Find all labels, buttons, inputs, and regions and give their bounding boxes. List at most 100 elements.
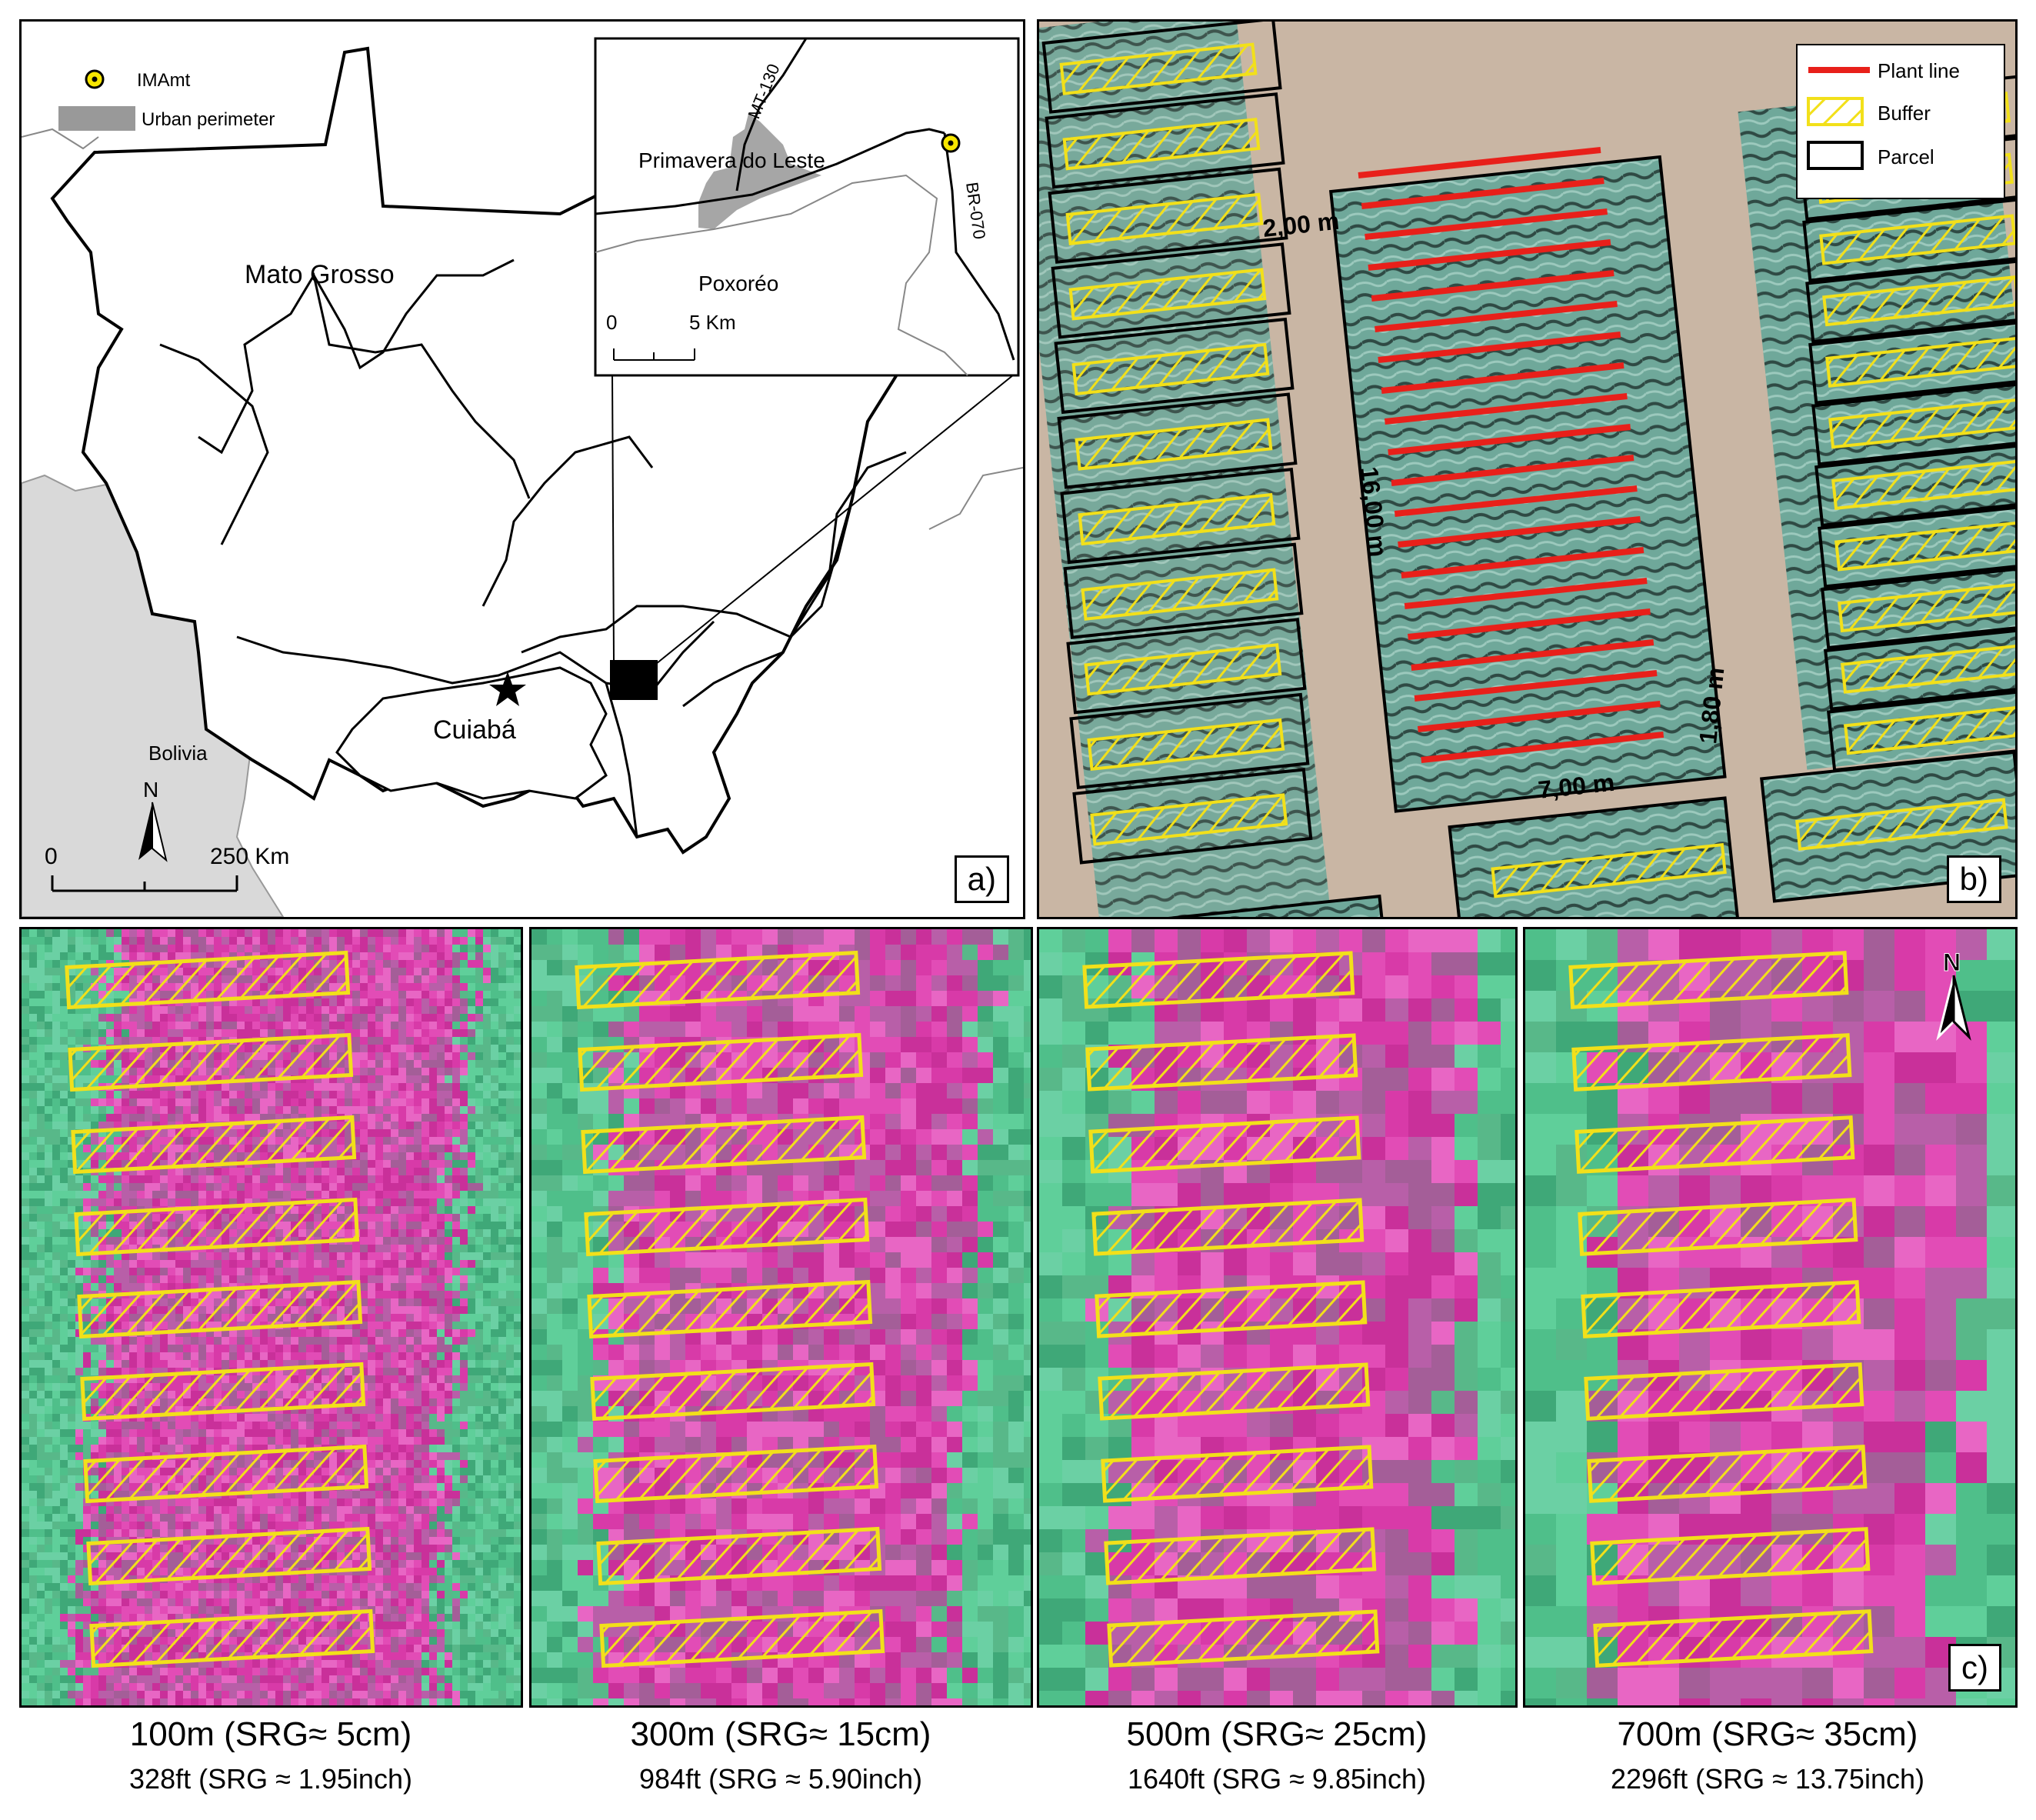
buffer-parcel-left (1051, 242, 1291, 339)
neighbour-outline-top (22, 128, 99, 150)
caption-500m-metric: 500m (SRG≈ 25cm) (1126, 1715, 1428, 1753)
plant-line (1381, 362, 1624, 394)
buffer-area (581, 1115, 867, 1175)
plant-line (1411, 639, 1654, 671)
buffer-area (1581, 1280, 1861, 1338)
plant-line (1398, 516, 1641, 548)
buffer-area (1587, 1445, 1868, 1503)
plant-lines (1358, 147, 1664, 763)
inset-map: Primavera do Leste Poxoréo MT-130 BR-070… (594, 37, 1020, 377)
buffer-area (599, 1608, 885, 1668)
plant-line (1378, 332, 1621, 363)
buffer-area (1107, 1609, 1380, 1668)
buffer-parcel-right (1808, 318, 2015, 405)
caption-700m-imperial: 2296ft (SRG ≈ 13.75inch) (1611, 1763, 1924, 1795)
resolution-view-700m: N c) (1523, 927, 2018, 1708)
plant-line (1358, 147, 1601, 178)
plant-line (1375, 301, 1618, 332)
buffer-area (74, 1197, 360, 1257)
location-map: Mato Grosso Cuiabá Bolivia IMAmt Urban p… (22, 37, 1023, 917)
road-mt130 (735, 38, 808, 192)
buffer-parcel-right (1818, 502, 2015, 588)
scale-zero-label: 0 (45, 844, 58, 869)
plant-line (1368, 239, 1611, 271)
buffer-area (578, 1032, 864, 1092)
resolution-view-500m (1037, 927, 1518, 1708)
buffer-area (77, 1279, 363, 1339)
buffer-parcel-left (1072, 768, 1313, 865)
cuiaba-region-outline (335, 666, 608, 800)
buffer-parcel-right (1827, 685, 2015, 772)
buffer-parcel-left (1045, 92, 1285, 189)
buffer-parcel-right (1821, 563, 2015, 650)
aerial-parcels-panel: 2,00 m 16,00 m 7,00 m 1,80 m Plant line … (1037, 19, 2018, 919)
region-line-7 (789, 451, 907, 638)
buffer-area (1104, 1527, 1377, 1585)
buffer-area (590, 1362, 876, 1422)
buffer-area (86, 1526, 372, 1586)
town-label: Primavera do Leste (638, 148, 825, 172)
buffer-area (1578, 1198, 1858, 1256)
north-c-label: N (1943, 948, 1961, 976)
buffer-area (1574, 1115, 1855, 1174)
buffer-area (1571, 1033, 1852, 1092)
buffer-parcel-right (1824, 625, 2015, 711)
buffer-area (89, 1608, 375, 1668)
legend-buffer: Buffer (1878, 102, 1931, 125)
capital-label: Cuiabá (433, 715, 516, 745)
caption-300m-metric: 300m (SRG≈ 15cm) (630, 1715, 931, 1753)
plant-line (1421, 732, 1664, 763)
main-scale-bar (51, 875, 238, 892)
urban-perimeter-area (698, 114, 821, 229)
plant-line (1408, 608, 1651, 640)
region-line-8 (605, 682, 638, 838)
buffer-parcel-left (1066, 618, 1307, 715)
region-line-5 (521, 498, 854, 654)
panel-b-legend (1796, 44, 2005, 199)
legend-plant-line: Plant line (1878, 59, 1960, 82)
caption-300m-imperial: 984ft (SRG ≈ 5.90inch) (639, 1763, 922, 1795)
buffer-area (1088, 1115, 1361, 1174)
legend-parcel: Parcel (1878, 145, 1934, 168)
zoom-line-right (655, 371, 1018, 665)
region-line-6 (236, 620, 715, 692)
plant-line (1417, 701, 1661, 732)
plant-line (1361, 178, 1604, 209)
plant-line (1401, 547, 1644, 578)
buffer-parcel-left (1063, 542, 1304, 639)
buffer-parcel-left (1069, 692, 1310, 789)
resolution-image-100m (22, 929, 521, 1705)
legend-imamt-label: IMAmt (137, 70, 191, 91)
municipal-boundary (595, 174, 968, 376)
buffer-parcel-right (1802, 196, 2015, 282)
left-buffers (1041, 22, 1313, 865)
road-main (595, 128, 945, 215)
resolution-view-300m (529, 927, 1033, 1708)
buffer-area (83, 1444, 369, 1504)
region-line-4 (482, 435, 654, 607)
buffer-parcel-left (1054, 317, 1295, 415)
buffer-area (1101, 1445, 1374, 1503)
urban-legend-swatch (58, 106, 135, 131)
plant-line (1404, 578, 1648, 609)
road-br070 (943, 132, 1015, 361)
panel-a-label: a) (954, 855, 1009, 903)
plant-line (1388, 424, 1631, 455)
buffer-area (80, 1362, 366, 1422)
plant-line (1391, 455, 1634, 486)
plant-line (1394, 485, 1638, 517)
buffer-area (1091, 1198, 1365, 1256)
buffer-area (596, 1526, 882, 1586)
region-line-3 (312, 258, 515, 370)
buffer-area (71, 1115, 357, 1175)
buffer-area (68, 1032, 354, 1092)
state-label: Mato Grosso (245, 260, 395, 289)
buffer-area (584, 1197, 870, 1257)
buffer-area (1082, 951, 1355, 1009)
scale-end-label: 250 Km (210, 844, 289, 869)
north-arrow-icon (138, 802, 168, 862)
region-line-1 (198, 272, 531, 499)
plant-line (1365, 208, 1608, 240)
buffer-area (587, 1279, 873, 1339)
north-label: N (143, 778, 158, 802)
